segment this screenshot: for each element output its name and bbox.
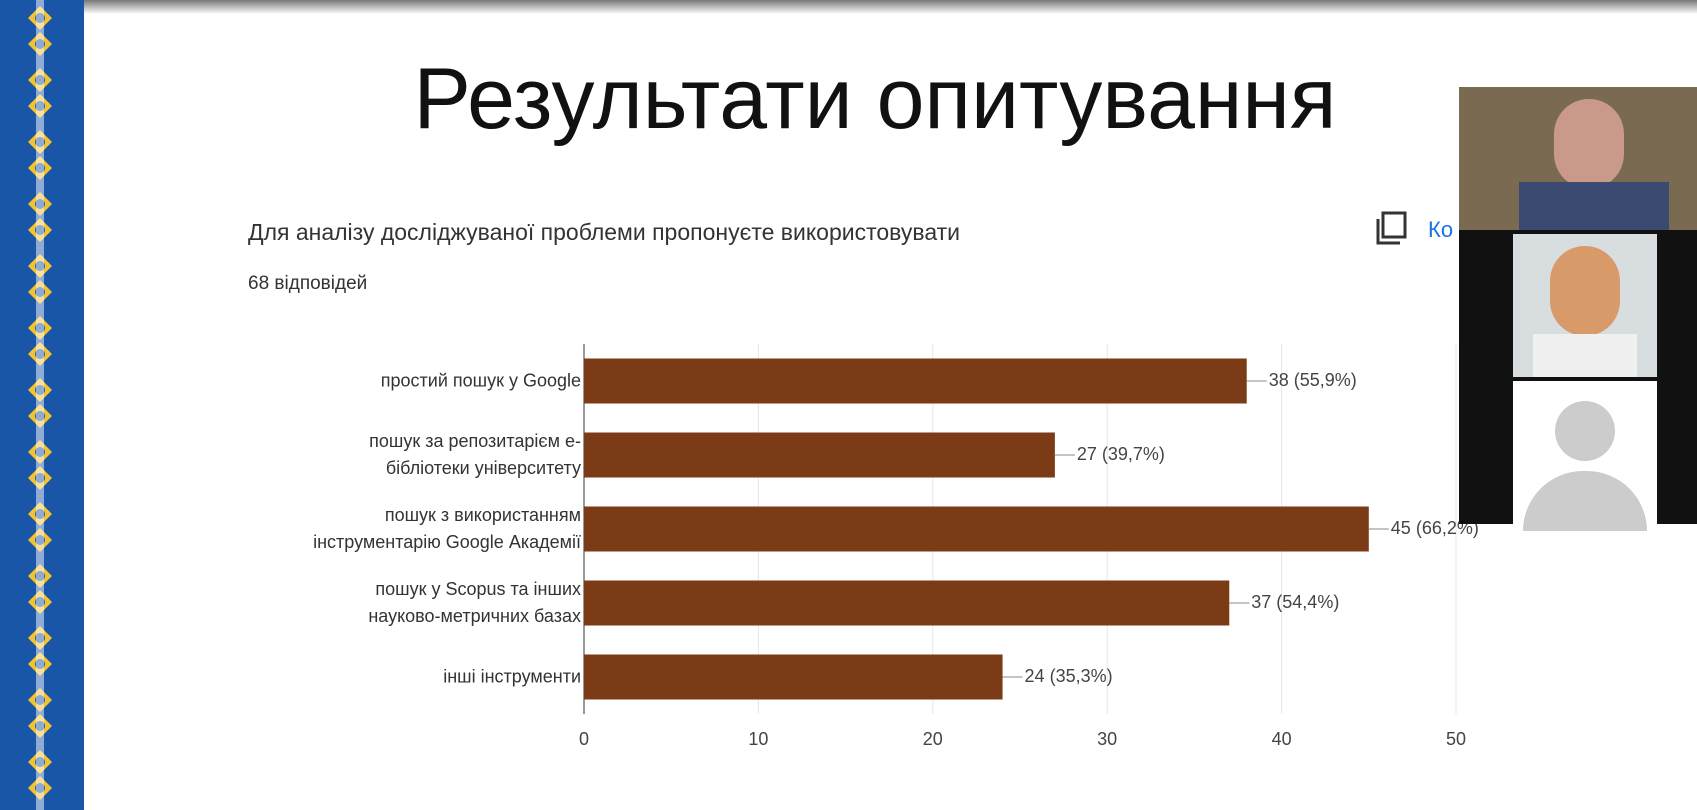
x-tick-label: 10 [748,729,768,749]
category-label: пошук у Scopus та інших науково-метрични… [368,579,581,626]
x-tick-label: 20 [923,729,943,749]
bar [584,654,1003,700]
copy-button[interactable]: Ко [1428,217,1454,242]
video-tile [1459,87,1697,230]
chart-title: Для аналізу досліджуваної проблеми пропо… [248,219,961,245]
bar [584,432,1055,478]
video-panel [1459,87,1697,531]
category-label: пошук за репозитарієм е- бібліотеки унів… [369,431,581,478]
chart-subtitle: 68 відповідей [248,273,368,294]
bar [584,506,1369,552]
bar [584,358,1247,404]
bar [584,580,1230,626]
data-label: 24 (35,3%) [1025,666,1113,686]
category-label: інші інструменти [443,666,581,687]
video-tile [1513,381,1657,531]
x-tick-label: 40 [1272,729,1292,749]
category-label: простий пошук у Google [380,370,581,391]
x-tick-label: 50 [1446,729,1466,749]
data-label: 45 (66,2%) [1391,518,1479,538]
video-tile [1513,234,1657,377]
data-label: 38 (55,9%) [1269,370,1357,390]
slide-title: Результати опитування [413,51,1337,147]
copy-icon[interactable] [1374,210,1410,246]
ornament-stripe [0,0,84,810]
x-tick-label: 0 [579,729,589,749]
data-label: 37 (54,4%) [1251,592,1339,612]
top-shadow [0,0,1697,14]
category-label: пошук з використанням інструментарію Goo… [313,505,581,552]
x-tick-label: 30 [1097,729,1117,749]
data-label: 27 (39,7%) [1077,444,1165,464]
